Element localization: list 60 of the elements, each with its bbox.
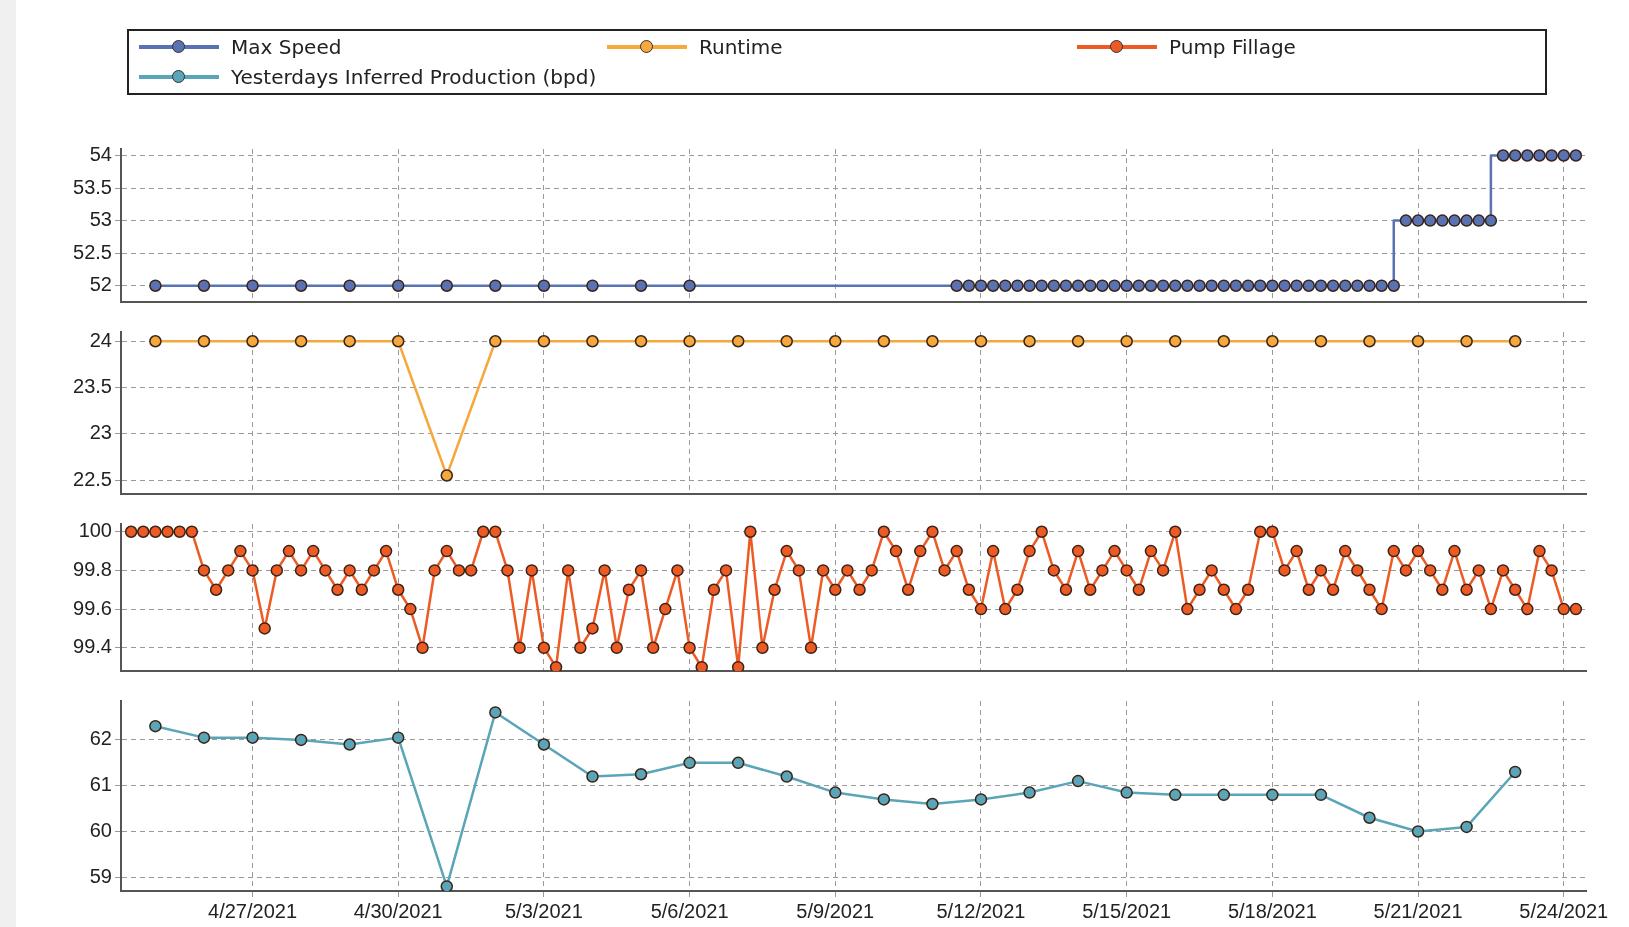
point <box>1411 825 1425 838</box>
y-tick-label: 60 <box>89 819 112 841</box>
point <box>489 706 502 719</box>
x-tick-label: 5/21/2021 <box>1373 899 1463 922</box>
y-tick-label: 99.6 <box>73 596 112 619</box>
legend-label: Max Speed <box>231 35 342 59</box>
point <box>1363 811 1376 824</box>
y-tick-label: 53 <box>89 208 112 231</box>
point <box>1460 820 1473 834</box>
point <box>634 768 648 781</box>
y-tick-label: 62 <box>89 727 112 750</box>
y-tick-label: 24 <box>89 328 112 351</box>
point <box>197 731 211 744</box>
point <box>926 797 939 811</box>
point <box>1120 786 1133 799</box>
point <box>246 731 259 744</box>
point <box>294 733 308 747</box>
y-tick-label: 23 <box>89 421 112 444</box>
point <box>683 756 696 770</box>
point <box>1168 788 1182 802</box>
x-tick-label: 5/6/2021 <box>650 899 729 922</box>
x-tick-label: 4/27/2021 <box>208 899 298 922</box>
y-tick-label: 61 <box>89 773 112 796</box>
legend-label: Yesterdays Inferred Production (bpd) <box>231 65 597 89</box>
point <box>586 770 599 783</box>
y-tick-label: 99.4 <box>73 635 112 658</box>
point <box>1508 765 1522 779</box>
y-tick-label: 52.5 <box>73 240 112 263</box>
y-tick-label: 52 <box>89 273 112 296</box>
point <box>877 793 891 806</box>
point <box>343 738 356 751</box>
point <box>1217 788 1231 802</box>
point <box>731 756 745 770</box>
x-tick-label: 5/15/2021 <box>1082 899 1172 922</box>
y-tick-label: 100 <box>78 519 112 542</box>
y-tick-label: 59 <box>89 864 112 887</box>
y-tick-label: 53.5 <box>73 175 112 198</box>
point <box>391 731 405 744</box>
x-tick-label: 5/18/2021 <box>1227 899 1317 922</box>
y-tick-label: 22.5 <box>73 467 112 490</box>
point <box>149 719 162 733</box>
point <box>1314 788 1328 802</box>
y-tick-label: 54 <box>89 143 112 166</box>
point <box>974 793 988 806</box>
x-tick-label: 5/9/2021 <box>796 899 875 922</box>
y-tick-label: 23.5 <box>73 375 112 398</box>
y-tick-label: 99.8 <box>73 557 112 580</box>
point <box>780 770 793 783</box>
x-tick-label: 4/30/2021 <box>353 899 443 922</box>
legend-label: Runtime <box>699 35 783 59</box>
point <box>1266 788 1279 802</box>
legend-label: Pump Fillage <box>1169 35 1296 59</box>
x-tick-label: 5/24/2021 <box>1519 899 1609 922</box>
point <box>829 786 842 799</box>
x-tick-label: 5/3/2021 <box>504 899 583 922</box>
point <box>1071 774 1085 788</box>
point <box>1023 786 1036 799</box>
point <box>440 880 454 891</box>
point <box>537 738 551 751</box>
x-tick-label: 5/12/2021 <box>936 899 1026 922</box>
